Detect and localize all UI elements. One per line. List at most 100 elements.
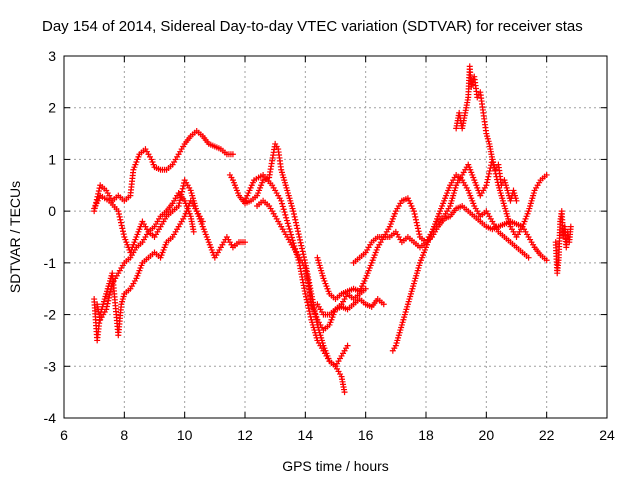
- data-point: [341, 389, 348, 396]
- data-point: [486, 167, 493, 174]
- data-point: [292, 219, 299, 226]
- data-point: [302, 290, 309, 297]
- y-axis-label: SDTVAR / TECUs: [7, 181, 23, 293]
- data-point: [484, 176, 491, 183]
- data-point: [175, 202, 182, 209]
- x-tick-label: 6: [60, 427, 68, 443]
- data-point: [483, 182, 490, 189]
- data-point: [179, 185, 186, 192]
- data-point: [410, 208, 417, 215]
- data-point: [305, 302, 312, 309]
- data-point: [279, 203, 286, 210]
- data-point: [513, 197, 520, 204]
- data-point: [190, 228, 197, 235]
- data-point: [543, 171, 550, 178]
- data-point: [414, 225, 421, 232]
- series-trace-12: [453, 63, 520, 204]
- y-tick-label: -3: [44, 358, 57, 374]
- data-point: [116, 213, 123, 220]
- data-point: [297, 239, 304, 246]
- y-tick-label: 2: [48, 100, 56, 116]
- x-tick-label: 20: [479, 427, 495, 443]
- x-tick-label: 12: [237, 427, 253, 443]
- data-point: [107, 289, 114, 296]
- data-point: [416, 231, 423, 238]
- data-point: [279, 200, 286, 207]
- data-marks: [91, 63, 574, 396]
- data-point: [307, 310, 314, 317]
- data-point: [415, 228, 422, 235]
- data-point: [278, 197, 285, 204]
- data-point: [291, 213, 298, 220]
- y-tick-label: 0: [48, 203, 56, 219]
- data-point: [306, 308, 313, 315]
- data-point: [283, 214, 290, 221]
- data-point: [178, 188, 185, 195]
- y-tick-label: -2: [44, 307, 57, 323]
- data-point: [412, 213, 419, 220]
- data-point: [486, 170, 493, 177]
- data-point: [280, 206, 287, 213]
- data-point: [294, 228, 301, 235]
- data-point: [298, 242, 305, 249]
- x-tick-label: 24: [599, 427, 615, 443]
- data-point: [485, 173, 492, 180]
- series-trace-9: [314, 296, 387, 318]
- data-point: [305, 305, 312, 312]
- data-point: [299, 248, 306, 255]
- data-point: [119, 225, 126, 232]
- data-point: [282, 211, 289, 218]
- y-tick-label: -4: [44, 410, 57, 426]
- x-tick-label: 18: [418, 427, 434, 443]
- data-point: [294, 225, 301, 232]
- data-point: [298, 245, 305, 252]
- data-point: [281, 209, 288, 216]
- data-point: [484, 179, 491, 186]
- data-point: [229, 151, 236, 158]
- series-trace-2: [91, 177, 248, 261]
- data-point: [242, 239, 248, 246]
- data-point: [199, 218, 206, 225]
- y-tick-label: 3: [48, 48, 56, 64]
- plot-frame: [63, 55, 608, 419]
- data-point: [380, 301, 387, 308]
- data-point: [293, 222, 300, 229]
- y-tick-label: 1: [48, 151, 56, 167]
- chart-title: Day 154 of 2014, Sidereal Day-to-day VTE…: [42, 18, 583, 35]
- data-point: [296, 234, 303, 240]
- data-point: [115, 208, 122, 215]
- data-point: [283, 217, 290, 224]
- x-axis-label: GPS time / hours: [282, 458, 389, 474]
- series-trace-10: [350, 202, 550, 266]
- x-tick-label: 8: [120, 427, 128, 443]
- data-point: [295, 231, 302, 238]
- data-point: [567, 223, 574, 230]
- data-point: [117, 216, 124, 223]
- data-point: [287, 228, 294, 235]
- data-point: [115, 211, 122, 218]
- data-point: [296, 236, 303, 243]
- data-point: [413, 219, 420, 226]
- series-trace-13: [552, 208, 574, 277]
- series-trace-7: [254, 197, 369, 334]
- data-point: [285, 223, 292, 230]
- series-trace-11: [389, 171, 532, 354]
- x-tick-label: 16: [358, 427, 374, 443]
- data-point: [290, 211, 297, 218]
- x-tick-label: 22: [539, 427, 555, 443]
- data-point: [286, 226, 293, 233]
- data-point: [344, 342, 351, 349]
- data-point: [300, 251, 307, 258]
- x-tick-label: 10: [177, 427, 193, 443]
- data-point: [290, 208, 297, 215]
- data-point: [411, 211, 418, 218]
- data-point: [304, 299, 311, 306]
- data-point: [106, 292, 113, 299]
- data-point: [120, 231, 127, 238]
- data-point: [105, 297, 112, 304]
- data-point: [303, 293, 310, 300]
- data-point: [176, 200, 183, 207]
